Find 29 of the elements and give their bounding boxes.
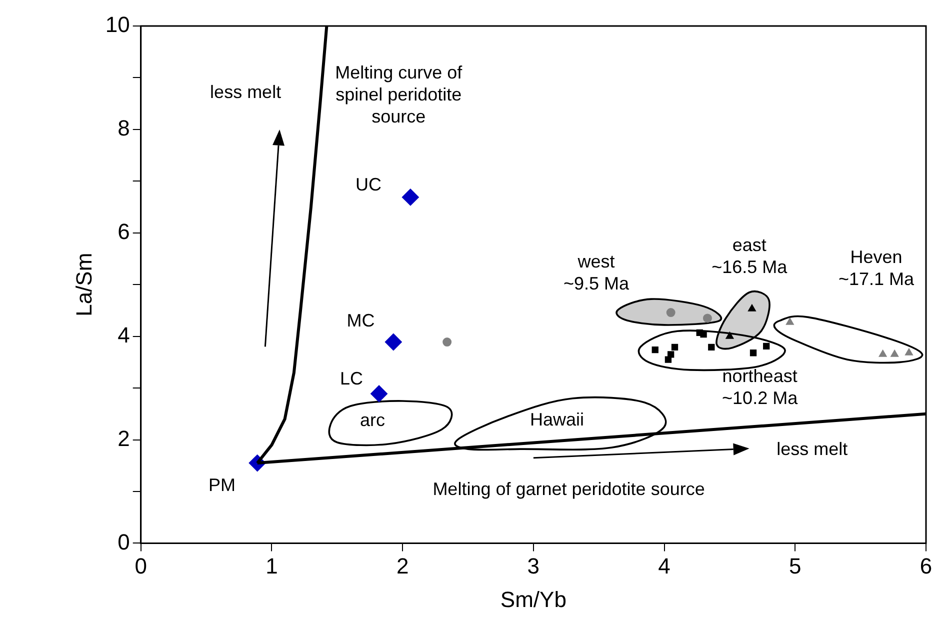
annotation: east ~16.5 Ma xyxy=(712,235,788,278)
x-tick-label: 3 xyxy=(527,553,540,578)
x-tick-label: 6 xyxy=(920,553,932,578)
annotation: Heven ~17.1 Ma xyxy=(838,247,916,290)
annotation: west ~9.5 Ma xyxy=(563,252,630,294)
annotation: MC xyxy=(346,310,375,330)
y-axis-title: La/Sm xyxy=(71,252,96,316)
x-axis-title: Sm/Yb xyxy=(500,586,566,612)
y-tick-label: 2 xyxy=(118,426,130,451)
x-tick-label: 2 xyxy=(396,553,409,578)
annotation: less melt xyxy=(776,439,848,460)
annotation: LC xyxy=(340,368,364,389)
annotation: UC xyxy=(356,174,382,194)
annotation: less melt xyxy=(210,82,282,102)
annotation: PM xyxy=(208,474,236,495)
y-tick-label: 4 xyxy=(118,322,130,348)
annotation: Melting curve of spinel peridotite source xyxy=(335,62,464,126)
x-tick-label: 5 xyxy=(789,553,802,578)
y-tick-label: 8 xyxy=(118,116,130,141)
annotation: Hawaii xyxy=(530,410,584,430)
y-tick-label: 10 xyxy=(105,12,130,38)
x-tick-label: 4 xyxy=(658,553,670,578)
y-tick-label: 6 xyxy=(118,218,130,244)
annotation: Melting of garnet peridotite source xyxy=(432,478,705,499)
x-tick-label: 0 xyxy=(134,553,147,578)
annotation: northeast ~10.2 Ma xyxy=(722,366,799,408)
x-tick-label: 1 xyxy=(266,553,278,578)
y-tick-label: 0 xyxy=(118,529,130,554)
annotation: arc xyxy=(360,410,385,430)
